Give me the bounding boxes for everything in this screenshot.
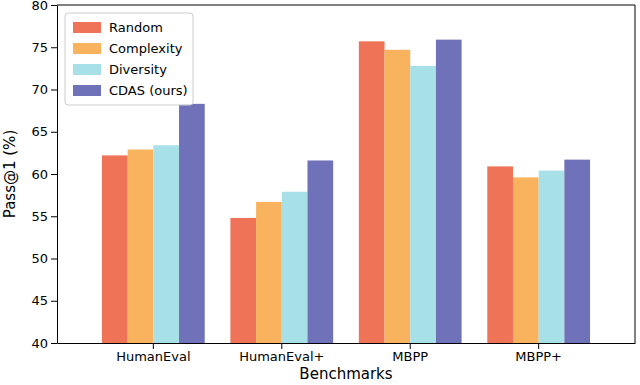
tick-label: HumanEval+ xyxy=(239,349,324,364)
bar xyxy=(385,50,411,343)
chart: 40 45 50 55 60 65 70 75 80 HumanEval HumanEval+ MBP… xyxy=(0,0,640,385)
tick-label: 50 xyxy=(31,251,48,266)
tick: 80 xyxy=(31,0,57,13)
bar xyxy=(307,160,333,343)
tick: 75 xyxy=(31,40,57,55)
bars xyxy=(102,40,590,343)
bar xyxy=(282,192,308,343)
tick-mark xyxy=(410,343,411,349)
tick-mark xyxy=(51,301,57,302)
tick-mark xyxy=(51,132,57,133)
bar xyxy=(128,149,154,343)
bar xyxy=(256,202,282,343)
tick: HumanEval+ xyxy=(239,343,324,364)
legend-entry: Random xyxy=(73,20,163,35)
tick-label: HumanEval xyxy=(116,349,190,364)
tick-mark xyxy=(153,343,154,349)
tick-mark xyxy=(51,259,57,260)
tick-mark xyxy=(51,216,57,217)
tick-mark xyxy=(51,174,57,175)
y-axis: 40 45 50 55 60 65 70 75 80 xyxy=(31,0,57,351)
tick: MBPP xyxy=(392,343,428,364)
tick-label: MBPP+ xyxy=(515,349,562,364)
x-axis: HumanEval HumanEval+ MBPP MBPP+ xyxy=(58,343,636,364)
x-axis-title: Benchmarks xyxy=(299,365,392,383)
bar xyxy=(436,40,462,343)
tick: 45 xyxy=(31,293,57,308)
tick: 60 xyxy=(31,167,57,182)
tick-mark xyxy=(51,5,57,6)
axis-line xyxy=(58,343,636,344)
tick-label: 40 xyxy=(31,336,48,351)
tick: HumanEval xyxy=(116,343,190,364)
legend-label: Random xyxy=(109,20,163,35)
tick: 50 xyxy=(31,251,57,266)
tick-mark xyxy=(281,343,282,349)
tick-mark xyxy=(51,90,57,91)
legend-label: CDAS (ours) xyxy=(109,83,188,98)
legend-label: Diversity xyxy=(109,62,167,77)
legend-entry: Complexity xyxy=(73,41,183,56)
axis-line xyxy=(57,6,58,344)
bar xyxy=(564,160,590,343)
y-axis-title: Pass@1 (%) xyxy=(1,130,19,218)
bar xyxy=(230,218,256,343)
bar xyxy=(513,177,539,343)
tick-label: 80 xyxy=(31,0,48,13)
frame xyxy=(635,5,636,343)
bar xyxy=(410,66,436,343)
legend-swatch xyxy=(73,64,101,75)
tick-mark xyxy=(51,47,57,48)
bar xyxy=(102,155,128,343)
bar xyxy=(153,145,179,343)
tick-label: 60 xyxy=(31,167,48,182)
bar xyxy=(359,41,385,343)
legend-swatch xyxy=(73,22,101,33)
tick-label: MBPP xyxy=(392,349,428,364)
tick: 55 xyxy=(31,209,57,224)
plot-area: 40 45 50 55 60 65 70 75 80 HumanEval HumanEval+ MBP… xyxy=(31,0,635,364)
legend-label: Complexity xyxy=(109,41,183,56)
frame xyxy=(57,5,635,6)
tick: 70 xyxy=(31,82,57,97)
tick-label: 70 xyxy=(31,82,48,97)
tick-label: 55 xyxy=(31,209,48,224)
tick-label: 75 xyxy=(31,40,48,55)
legend-frame xyxy=(65,13,193,105)
tick-label: 65 xyxy=(31,124,48,139)
tick-label: 45 xyxy=(31,293,48,308)
legend: Random Complexity Diversity CDAS (ours) xyxy=(65,13,193,105)
tick-mark xyxy=(51,343,57,344)
tick-mark xyxy=(538,343,539,349)
legend-swatch xyxy=(73,85,101,96)
legend-entry: CDAS (ours) xyxy=(73,83,188,98)
bar xyxy=(179,104,205,343)
tick: 40 xyxy=(31,336,57,351)
bar xyxy=(487,166,513,343)
legend-swatch xyxy=(73,43,101,54)
bar xyxy=(539,171,565,343)
legend-entry: Diversity xyxy=(73,62,167,77)
tick: 65 xyxy=(31,124,57,139)
tick: MBPP+ xyxy=(515,343,562,364)
